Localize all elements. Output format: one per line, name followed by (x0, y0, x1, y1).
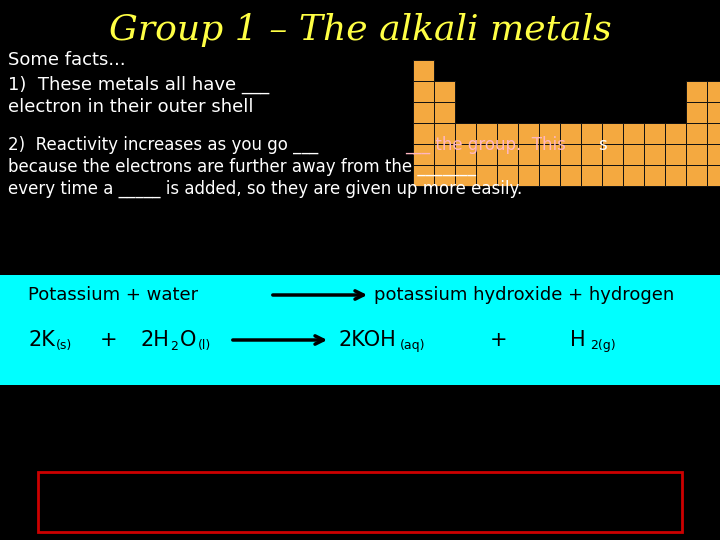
Text: Potassium + water: Potassium + water (28, 286, 198, 304)
Text: 2KOH: 2KOH (338, 330, 396, 350)
Text: Group 1 – The alkali metals: Group 1 – The alkali metals (109, 13, 611, 47)
Bar (560, 165, 581, 186)
Bar (0, 275, 720, 385)
Bar (476, 144, 497, 165)
Bar (686, 144, 707, 165)
Bar (413, 144, 434, 165)
Text: H: H (570, 330, 585, 350)
Bar (455, 123, 476, 144)
Bar (518, 144, 539, 165)
Text: (s): (s) (56, 340, 72, 353)
Bar (686, 81, 707, 102)
Bar (707, 102, 720, 123)
Text: (aq): (aq) (400, 340, 426, 353)
Text: 2K: 2K (28, 330, 55, 350)
Bar (665, 144, 686, 165)
Text: electron in their outer shell: electron in their outer shell (8, 98, 253, 116)
Bar (686, 123, 707, 144)
Bar (560, 123, 581, 144)
Bar (455, 165, 476, 186)
Bar (413, 60, 434, 81)
Bar (476, 165, 497, 186)
Text: 1)  These metals all have ___: 1) These metals all have ___ (8, 76, 269, 94)
Text: O: O (180, 330, 197, 350)
Bar (539, 165, 560, 186)
Text: (l): (l) (198, 340, 211, 353)
Bar (434, 123, 455, 144)
Bar (413, 165, 434, 186)
Bar (644, 165, 665, 186)
Text: 2H: 2H (140, 330, 169, 350)
Bar (434, 102, 455, 123)
Bar (413, 102, 434, 123)
Text: 2(g): 2(g) (590, 340, 616, 353)
Bar (560, 144, 581, 165)
Bar (665, 123, 686, 144)
Bar (539, 144, 560, 165)
Bar (581, 165, 602, 186)
Bar (686, 102, 707, 123)
Bar (707, 81, 720, 102)
Bar (38, 472, 682, 532)
Bar (623, 144, 644, 165)
Text: 2: 2 (170, 340, 178, 353)
Bar (476, 123, 497, 144)
Bar (497, 165, 518, 186)
Bar (455, 144, 476, 165)
Bar (539, 123, 560, 144)
Text: +: + (490, 330, 508, 350)
Bar (707, 144, 720, 165)
Bar (434, 81, 455, 102)
Bar (623, 165, 644, 186)
Bar (602, 123, 623, 144)
Text: 2)  Reactivity increases as you go ___: 2) Reactivity increases as you go ___ (8, 136, 318, 154)
Bar (518, 123, 539, 144)
Bar (644, 123, 665, 144)
Bar (707, 165, 720, 186)
Bar (413, 81, 434, 102)
Bar (434, 144, 455, 165)
Bar (434, 165, 455, 186)
Text: potassium hydroxide + hydrogen: potassium hydroxide + hydrogen (374, 286, 674, 304)
Text: s: s (598, 136, 607, 154)
Bar (602, 144, 623, 165)
Text: every time a _____ is added, so they are given up more easily.: every time a _____ is added, so they are… (8, 180, 522, 198)
Text: ___ the group.  This: ___ the group. This (405, 136, 566, 154)
Bar (644, 144, 665, 165)
Bar (413, 123, 434, 144)
Text: because the electrons are further away from the _______: because the electrons are further away f… (8, 158, 476, 176)
Bar (581, 144, 602, 165)
Bar (497, 123, 518, 144)
Bar (518, 165, 539, 186)
Text: +: + (100, 330, 117, 350)
Bar (581, 123, 602, 144)
Bar (623, 123, 644, 144)
Bar (686, 165, 707, 186)
Bar (665, 165, 686, 186)
Bar (497, 144, 518, 165)
Bar (602, 165, 623, 186)
Bar (707, 123, 720, 144)
Text: Some facts...: Some facts... (8, 51, 125, 69)
